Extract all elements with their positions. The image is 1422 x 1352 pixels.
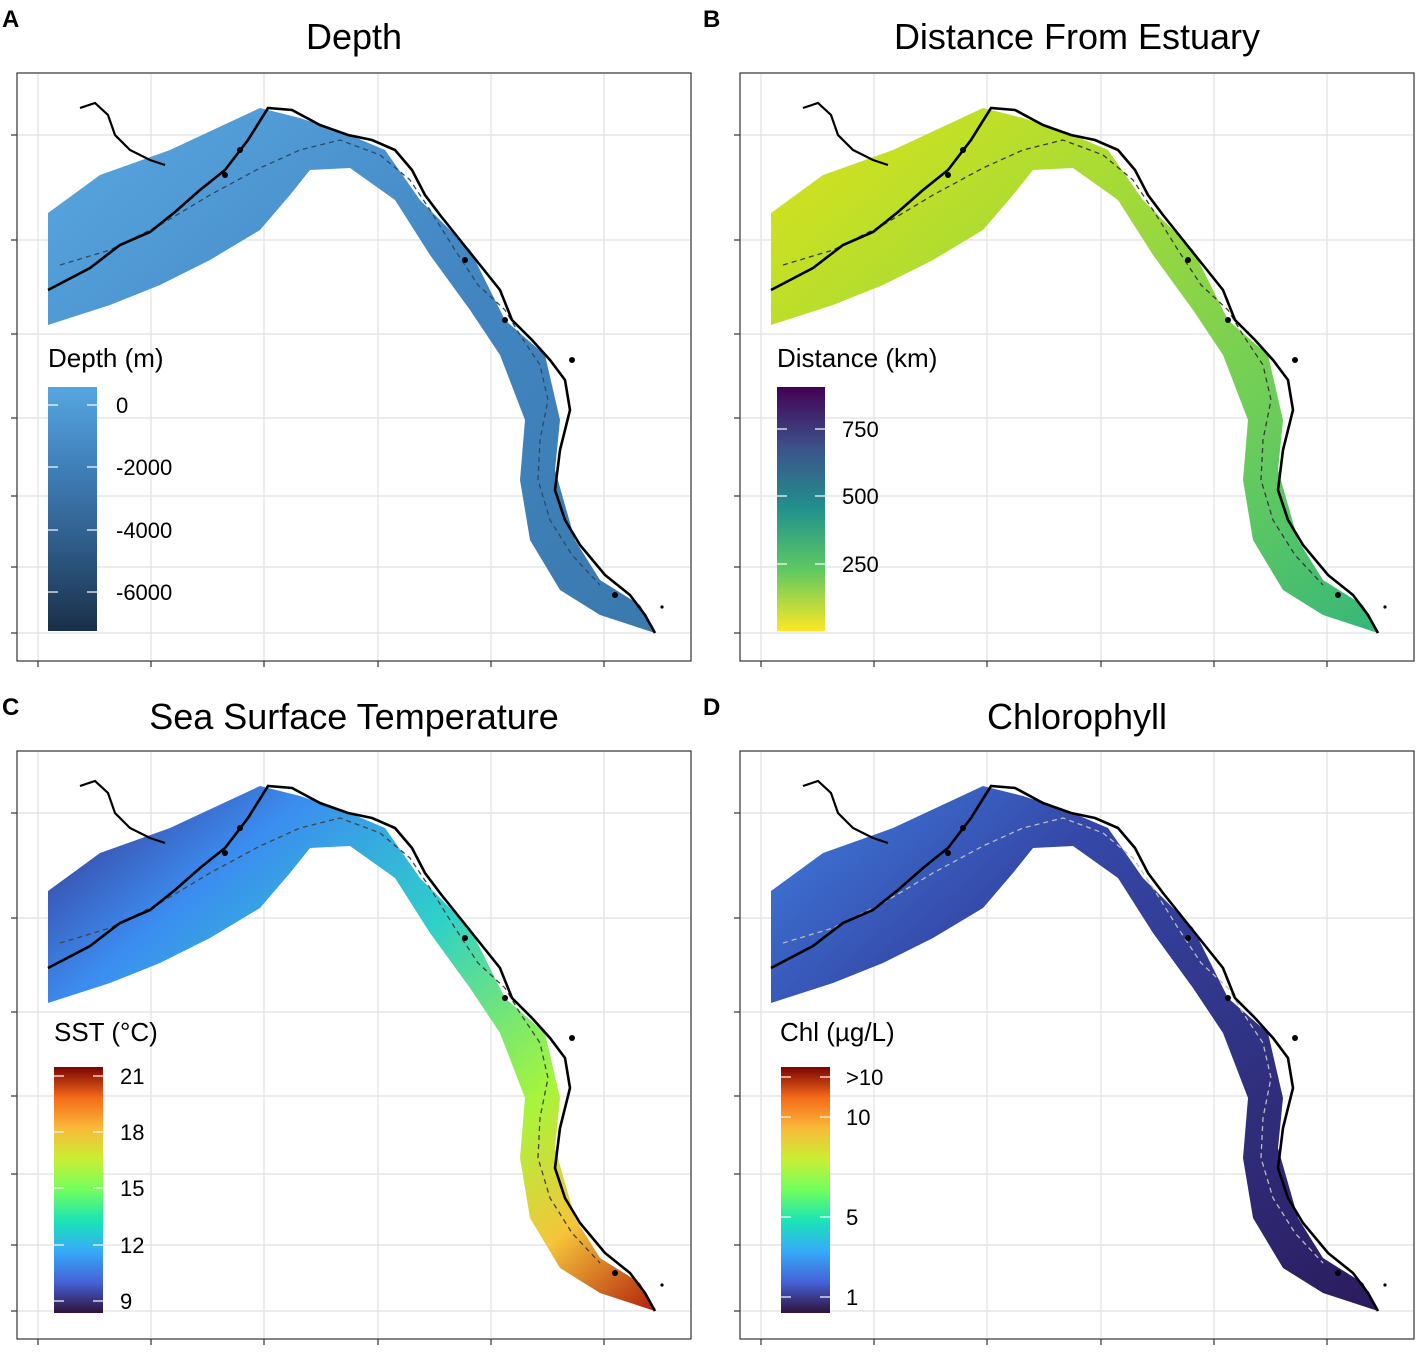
colorbar-d — [781, 1067, 830, 1313]
island — [237, 825, 243, 831]
panel-letter-b: B — [703, 6, 721, 33]
island — [612, 1270, 618, 1276]
legend-label-sst-1: 18 — [120, 1120, 145, 1145]
colorbar-b — [777, 387, 825, 631]
legend-title-depth: Depth (m) — [48, 343, 164, 373]
island — [502, 995, 508, 1001]
island — [462, 935, 468, 941]
island — [1335, 592, 1341, 598]
legend-label-distance-2: 250 — [842, 552, 879, 577]
legend-label-depth-1: -2000 — [116, 455, 173, 480]
island — [462, 257, 468, 263]
island — [960, 825, 966, 831]
legend-label-chl-0: >10 — [846, 1065, 884, 1090]
panel-letter-d: D — [703, 694, 721, 721]
island — [945, 172, 951, 178]
island — [569, 1035, 575, 1041]
island — [1292, 1035, 1298, 1041]
panel-title-sst: Sea Surface Temperature — [149, 696, 559, 737]
map-panel-c — [11, 750, 692, 1345]
island — [1185, 935, 1191, 941]
island — [1383, 1283, 1387, 1287]
island — [945, 850, 951, 856]
panel-letter-a: A — [2, 6, 20, 33]
island — [660, 1283, 664, 1287]
map-panel-b — [734, 72, 1415, 667]
colorbar-a — [48, 387, 97, 631]
island — [660, 605, 664, 609]
legend-label-depth-2: -4000 — [116, 518, 173, 543]
island — [237, 147, 243, 153]
island — [612, 592, 618, 598]
panel-title-distance: Distance From Estuary — [893, 16, 1261, 57]
legend-title-sst: SST (°C) — [54, 1017, 158, 1047]
island — [1335, 1270, 1341, 1276]
island — [1225, 995, 1231, 1001]
map-panel-a — [11, 72, 692, 667]
island — [1185, 257, 1191, 263]
island — [569, 357, 575, 363]
legend-label-sst-2: 15 — [120, 1176, 145, 1201]
legend-title-chl: Chl (µg/L) — [780, 1017, 895, 1047]
island — [1225, 317, 1231, 323]
map-panel-d — [734, 750, 1415, 1345]
island — [1292, 357, 1298, 363]
legend-label-sst-4: 9 — [120, 1289, 133, 1314]
legend-label-chl-1: 10 — [846, 1105, 871, 1130]
legend-label-depth-3: -6000 — [116, 580, 173, 605]
panel-letter-c: C — [2, 694, 20, 721]
legend-label-sst-3: 12 — [120, 1233, 145, 1258]
legend-label-chl-2: 5 — [846, 1205, 859, 1230]
island — [502, 317, 508, 323]
legend-label-chl-3: 1 — [846, 1285, 859, 1310]
legend-label-depth-0: 0 — [116, 393, 129, 418]
panel-title-chl: Chlorophyll — [986, 696, 1168, 737]
island — [222, 850, 228, 856]
panel-title-depth: Depth — [305, 16, 403, 57]
colorbar-c — [54, 1067, 103, 1313]
island — [960, 147, 966, 153]
island — [222, 172, 228, 178]
island — [1383, 605, 1387, 609]
legend-label-sst-0: 21 — [120, 1064, 145, 1089]
legend-label-distance-0: 750 — [842, 417, 879, 442]
legend-label-distance-1: 500 — [842, 484, 879, 509]
legend-title-distance: Distance (km) — [777, 343, 938, 373]
